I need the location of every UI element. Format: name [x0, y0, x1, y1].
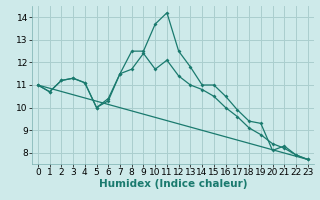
X-axis label: Humidex (Indice chaleur): Humidex (Indice chaleur) — [99, 179, 247, 189]
